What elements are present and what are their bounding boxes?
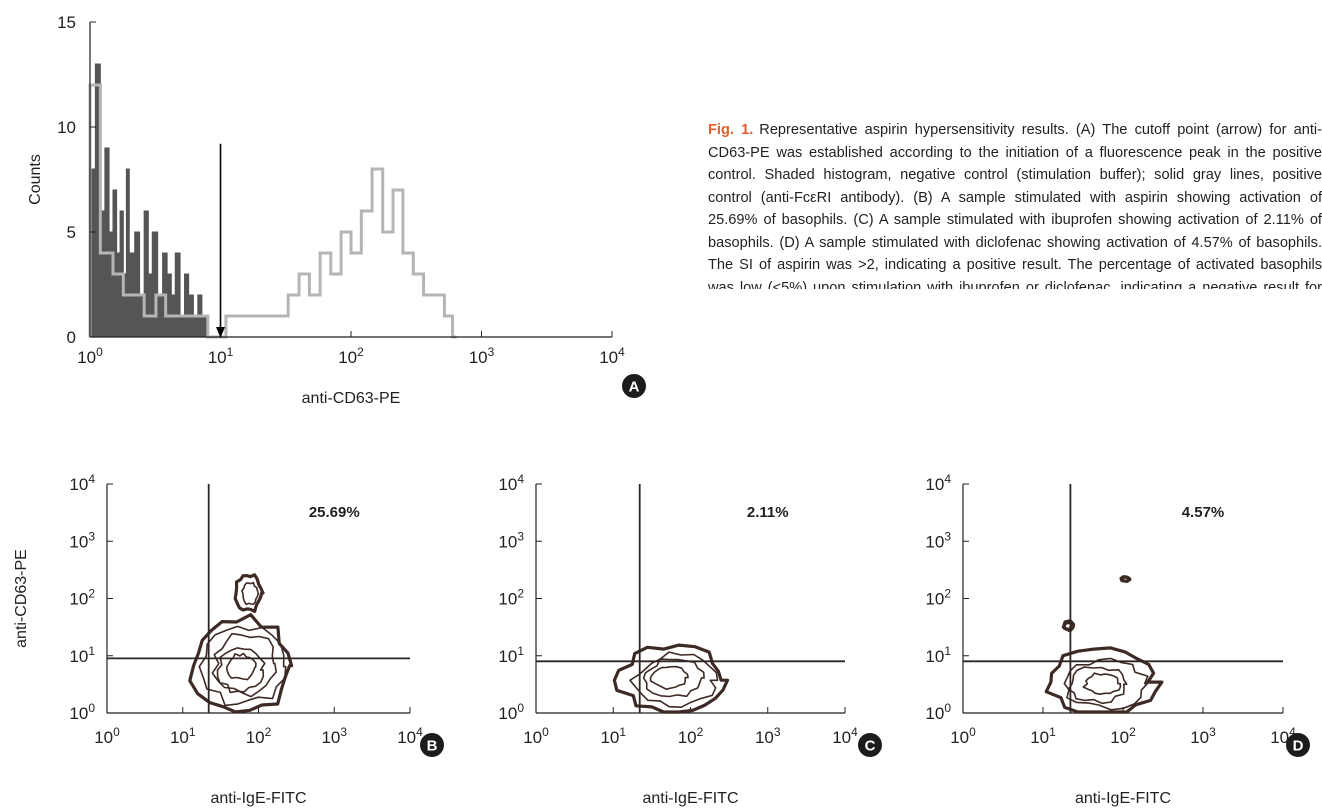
panel-d: 100 101 102 103 104 100 101 102 103 104 4.57% anti-… [925,472,1310,807]
contour-b-1 [241,581,260,606]
y-tick-label-c: 102 [498,587,524,609]
panel-badge-label: D [1293,738,1304,755]
panel-badge-label: B [427,738,438,755]
contour-b-0 [225,652,257,681]
y-tick-label-d: 103 [925,529,951,551]
figure-caption: Fig. 1. Representative aspirin hypersensi… [708,119,1322,289]
panel-badge-b [420,733,444,757]
x-tick-label-c: 102 [678,725,704,747]
panel-badge-c [858,733,882,757]
x-tick-label-b: 101 [170,725,196,747]
x-axis-label-d: anti-IgE-FITC [1075,790,1171,807]
y-axis-label-b: anti-CD63-PE [13,549,30,648]
y-tick-label-a: 0 [67,328,76,347]
x-tick-label-a: 102 [338,345,364,367]
panel-a: 0 5 10 15 100 101 102 103 104 anti-CD63-PE Counts A [27,13,646,407]
x-tick-label-d: 101 [1030,725,1056,747]
y-tick-label-b: 103 [69,529,95,551]
contour-c-0 [649,665,689,690]
y-tick-label-d: 100 [925,701,951,723]
x-axis-label-c: anti-IgE-FITC [642,790,738,807]
panel-badge-label: A [629,379,640,396]
positive-control-histogram [88,83,457,339]
contour-d-0 [1044,646,1164,714]
contour-d-2 [1122,577,1129,582]
y-tick-label-b: 101 [69,644,95,666]
contour-b-0 [216,647,266,694]
x-axis-label-a: anti-CD63-PE [302,390,401,407]
figure-number: Fig. 1. [708,122,754,138]
y-tick-label-b: 104 [69,472,95,494]
contour-d-0 [1067,666,1128,705]
x-tick-label-a: 104 [599,345,625,367]
contour-b-0 [198,625,287,707]
contour-d-2 [1119,575,1132,583]
x-tick-label-c: 104 [832,725,858,747]
y-tick-label-b: 102 [69,587,95,609]
x-tick-label-d: 102 [1110,725,1136,747]
activation-percent-c: 2.11% [747,504,789,521]
panel-badge-a [622,374,646,398]
negative-control-histogram [89,63,211,338]
x-tick-label-a: 100 [77,345,103,367]
x-tick-label-c: 101 [600,725,626,747]
y-tick-label-a: 15 [57,13,76,32]
x-axis-label-b: anti-IgE-FITC [210,790,306,807]
x-tick-label-b: 100 [94,725,120,747]
contour-b-1 [233,573,265,613]
y-tick-label-b: 100 [69,701,95,723]
x-tick-label-c: 103 [755,725,781,747]
x-tick-label-b: 102 [246,725,272,747]
y-tick-label-a: 10 [57,118,76,137]
panel-c: 100 101 102 103 104 100 101 102 103 104 2.11% anti-… [498,472,882,807]
y-tick-label-d: 104 [925,472,951,494]
y-tick-label-c: 100 [498,701,524,723]
cutoff-arrowhead [216,327,225,338]
x-tick-label-b: 104 [397,725,423,747]
contour-d-0 [1063,657,1149,711]
y-tick-label-d: 102 [925,587,951,609]
panel-badge-label: C [865,738,876,755]
caption-text: Representative aspirin hypersensitivity … [708,122,1322,289]
x-tick-label-c: 100 [523,725,549,747]
activation-percent-b: 25.69% [309,504,360,521]
contour-b-0 [188,613,294,714]
y-tick-label-c: 104 [498,472,524,494]
x-tick-label-d: 104 [1270,725,1296,747]
panel-b: 100 101 102 103 104 100 101 102 103 104 25.69% anti… [13,472,444,807]
panel-badge-d [1286,733,1310,757]
contour-d-0 [1082,672,1122,695]
y-tick-label-a: 5 [67,223,76,242]
x-tick-label-b: 103 [321,725,347,747]
y-axis-label-a: Counts [27,154,44,205]
x-tick-label-d: 100 [950,725,976,747]
contour-c-0 [629,651,719,708]
x-tick-label-a: 103 [469,345,495,367]
x-tick-label-a: 101 [208,345,234,367]
activation-percent-d: 4.57% [1182,504,1225,521]
y-tick-label-c: 101 [498,644,524,666]
y-tick-label-c: 103 [498,529,524,551]
contour-c-0 [612,643,730,714]
x-tick-label-d: 103 [1190,725,1216,747]
contour-c-0 [642,658,705,698]
y-tick-label-d: 101 [925,644,951,666]
